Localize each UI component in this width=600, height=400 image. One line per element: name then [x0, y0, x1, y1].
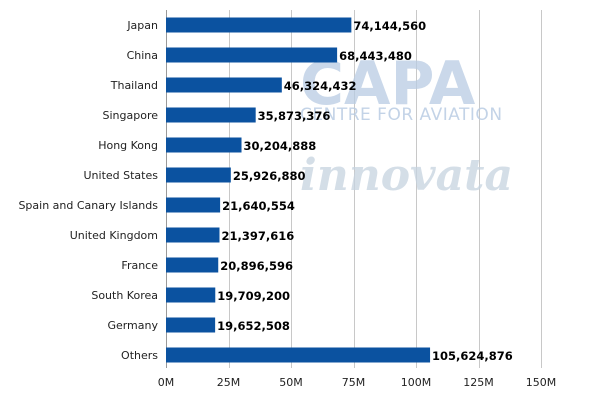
innovata-watermark: innovata — [300, 150, 513, 201]
bar — [166, 137, 242, 153]
x-tick-label: 150M — [526, 376, 557, 389]
capa-watermark-subtitle: CENTRE FOR AVIATION — [300, 105, 503, 125]
category-label: Singapore — [103, 109, 159, 122]
category-label: South Korea — [91, 289, 158, 302]
category-label: Hong Kong — [98, 139, 158, 152]
bar — [166, 197, 221, 213]
data-label: 46,324,432 — [284, 79, 357, 93]
bar — [166, 317, 216, 333]
watermarks: CAPA CENTRE FOR AVIATION innovata — [300, 49, 513, 201]
data-label: 35,873,376 — [258, 109, 331, 123]
x-tick-label: 25M — [217, 376, 241, 389]
category-label: Others — [121, 349, 158, 362]
x-tick-label: 125M — [463, 376, 494, 389]
category-label: China — [127, 49, 158, 62]
category-label: France — [121, 259, 158, 272]
bar — [166, 257, 219, 273]
bar — [166, 47, 338, 63]
data-label: 68,443,480 — [339, 49, 412, 63]
data-label: 19,709,200 — [217, 289, 290, 303]
bar — [166, 107, 256, 123]
bar — [166, 287, 216, 303]
data-label: 25,926,880 — [233, 169, 306, 183]
x-tick-label: 100M — [401, 376, 432, 389]
x-tick-label: 50M — [279, 376, 303, 389]
category-label: Spain and Canary Islands — [18, 199, 158, 212]
data-label: 21,397,616 — [221, 229, 294, 243]
bar — [166, 17, 352, 33]
gridlines — [166, 10, 542, 368]
data-label: 19,652,508 — [217, 319, 290, 333]
labels: Japan 74,144,560 China 68,443,480 Thailand 46… — [18, 19, 512, 363]
x-tick-label: 75M — [342, 376, 366, 389]
category-label: Germany — [107, 319, 158, 332]
bar — [166, 227, 220, 243]
data-label: 30,204,888 — [244, 139, 317, 153]
data-label: 21,640,554 — [222, 199, 295, 213]
data-label: 20,896,596 — [220, 259, 293, 273]
bar — [166, 77, 282, 93]
x-tick-label: 0M — [158, 376, 175, 389]
bars — [166, 17, 431, 363]
bar — [166, 347, 431, 363]
category-label: Japan — [126, 19, 158, 32]
data-label: 74,144,560 — [353, 19, 426, 33]
data-label: 105,624,876 — [432, 349, 513, 363]
bar — [166, 167, 231, 183]
category-label: Thailand — [110, 79, 158, 92]
category-label: United States — [84, 169, 159, 182]
x-axis-ticks: 0M 25M 50M 75M 100M 125M 150M — [158, 376, 557, 389]
category-label: United Kingdom — [70, 229, 158, 242]
